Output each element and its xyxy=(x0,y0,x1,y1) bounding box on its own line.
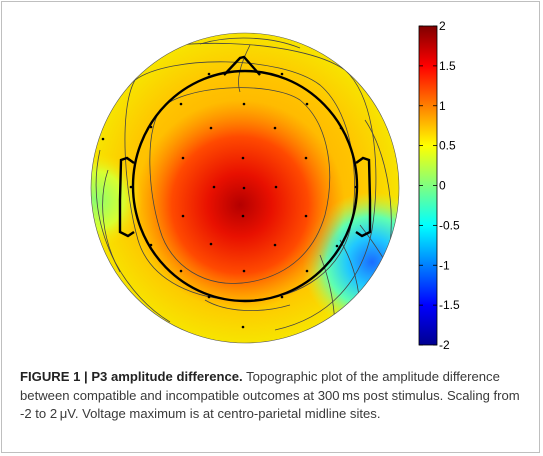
electrode-dot xyxy=(241,325,245,329)
figure-label: FIGURE 1 | xyxy=(20,369,92,384)
electrode-dot xyxy=(212,185,216,189)
left-ear-outline xyxy=(118,156,135,238)
electrode-dot xyxy=(241,156,245,160)
electrode-dot xyxy=(274,185,278,189)
figure-title: P3 amplitude difference. xyxy=(91,369,243,384)
electrode-dot xyxy=(209,126,213,130)
colorbar-tick-label: 0 xyxy=(439,179,446,193)
electrode-dot xyxy=(273,126,277,130)
colorbar-ticks: 2 1.5 1 0.5 0 -0.5 -1 -1.5 -2 xyxy=(419,19,460,352)
colorbar-tick-label: -1.5 xyxy=(439,298,460,312)
electrode-dot xyxy=(242,186,246,190)
colorbar-tick-label: 1.5 xyxy=(439,59,456,73)
topo-map xyxy=(91,33,399,343)
electrode-dot xyxy=(304,156,308,160)
electrode-dot xyxy=(305,269,309,273)
colorbar-tick-label: 0.5 xyxy=(439,139,456,153)
electrode-dot xyxy=(241,214,245,218)
electrode-dot xyxy=(179,102,183,106)
colorbar-tick-label: -0.5 xyxy=(439,218,460,232)
electrode-dot xyxy=(242,269,246,273)
electrode-dot xyxy=(304,214,308,218)
electrode-dot xyxy=(181,214,185,218)
right-ear-outline xyxy=(355,156,372,238)
colorbar-tick-label: 1 xyxy=(439,99,446,113)
electrode-dot xyxy=(129,185,133,189)
electrode-dot xyxy=(207,72,211,76)
caption-text-a: Topographic plot of the amplitude differ… xyxy=(20,369,520,422)
electrode-dot xyxy=(280,72,284,76)
head-outline xyxy=(90,32,400,344)
caption-unit: μV xyxy=(59,406,75,422)
electrode-dot xyxy=(280,295,284,299)
colorbar: 2 1.5 1 0.5 0 -0.5 -1 -1.5 -2 xyxy=(418,19,460,352)
colorbar-tick-label: -1 xyxy=(439,258,450,272)
figure-caption: FIGURE 1 | P3 amplitude difference. Topo… xyxy=(20,368,525,424)
electrode-dot xyxy=(305,102,309,106)
electrode-dot xyxy=(335,244,339,248)
electrode-dot xyxy=(179,269,183,273)
electrode-dot xyxy=(273,243,277,247)
electrode-dot xyxy=(242,102,246,106)
colorbar-tick-label: 2 xyxy=(439,19,446,33)
electrode-dot xyxy=(209,242,213,246)
colorbar-tick-label: -2 xyxy=(439,338,450,352)
nose-outline xyxy=(223,55,261,76)
outer-electrode xyxy=(101,137,105,141)
caption-text-b: . Voltage maximum is at centro-parietal … xyxy=(74,406,381,422)
electrode-dot xyxy=(181,156,185,160)
